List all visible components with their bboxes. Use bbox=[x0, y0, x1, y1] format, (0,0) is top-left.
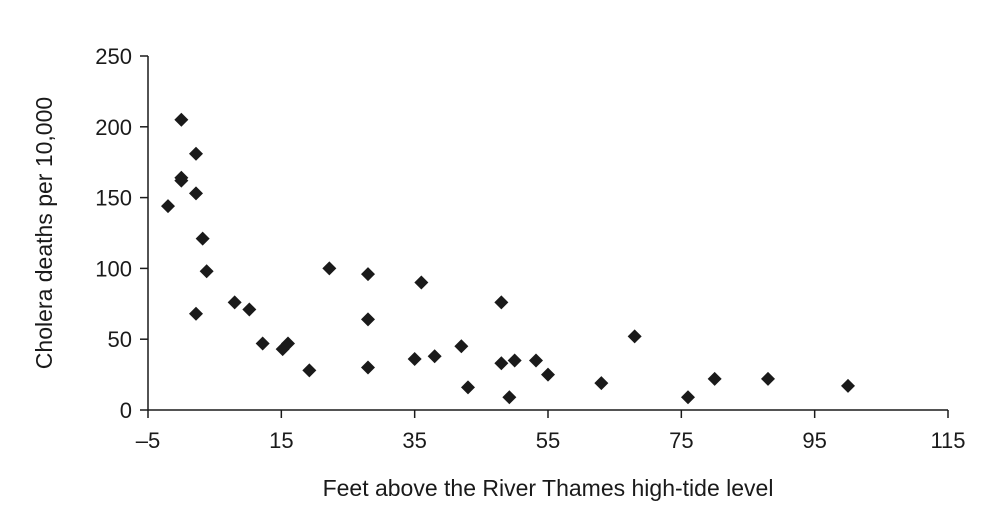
data-point bbox=[681, 390, 695, 405]
y-tick-label: 0 bbox=[120, 398, 132, 423]
y-axis: 0 50 100 150 200 250 bbox=[95, 44, 149, 423]
data-point bbox=[529, 353, 543, 368]
y-axis-title: Cholera deaths per 10,000 bbox=[31, 97, 57, 369]
data-points bbox=[161, 112, 855, 405]
x-tick-label: 15 bbox=[269, 428, 293, 453]
data-point bbox=[407, 352, 422, 367]
data-point bbox=[502, 390, 517, 405]
data-point bbox=[494, 295, 509, 310]
x-tick-label: 115 bbox=[930, 428, 965, 453]
data-point bbox=[281, 336, 295, 351]
x-tick-label: 95 bbox=[802, 428, 826, 453]
data-point bbox=[189, 306, 203, 321]
data-point bbox=[454, 339, 469, 354]
data-point bbox=[841, 378, 855, 393]
data-point bbox=[761, 371, 775, 386]
data-point bbox=[494, 356, 509, 371]
y-tick-label: 50 bbox=[108, 327, 132, 352]
data-point bbox=[707, 371, 722, 386]
data-point bbox=[255, 336, 270, 351]
data-point bbox=[242, 302, 257, 317]
data-point bbox=[361, 360, 375, 375]
x-axis-title: Feet above the River Thames high-tide le… bbox=[323, 475, 774, 501]
data-point bbox=[195, 231, 210, 246]
data-point bbox=[361, 267, 375, 282]
x-tick-label: 55 bbox=[536, 428, 560, 453]
data-point bbox=[627, 329, 642, 344]
data-point bbox=[594, 376, 609, 391]
data-point bbox=[174, 173, 189, 188]
data-point bbox=[507, 353, 522, 368]
data-point bbox=[302, 363, 317, 378]
data-point bbox=[361, 312, 375, 327]
data-point bbox=[461, 380, 475, 395]
data-point bbox=[541, 367, 555, 382]
data-point bbox=[427, 349, 442, 364]
data-point bbox=[161, 199, 175, 214]
data-point bbox=[174, 112, 189, 127]
x-axis: –5 15 35 55 75 95 115 bbox=[136, 409, 966, 453]
data-point bbox=[189, 146, 203, 161]
x-tick-label: 35 bbox=[402, 428, 426, 453]
data-point bbox=[189, 186, 203, 201]
data-point bbox=[322, 261, 337, 276]
y-tick-label: 100 bbox=[95, 256, 132, 281]
y-tick-label: 150 bbox=[95, 186, 132, 211]
data-point bbox=[199, 264, 214, 279]
data-point bbox=[227, 295, 242, 310]
y-tick-label: 250 bbox=[95, 44, 132, 69]
y-tick-label: 200 bbox=[95, 115, 132, 140]
x-tick-label: –5 bbox=[136, 428, 160, 453]
x-tick-label: 75 bbox=[669, 428, 693, 453]
data-point bbox=[414, 275, 429, 290]
